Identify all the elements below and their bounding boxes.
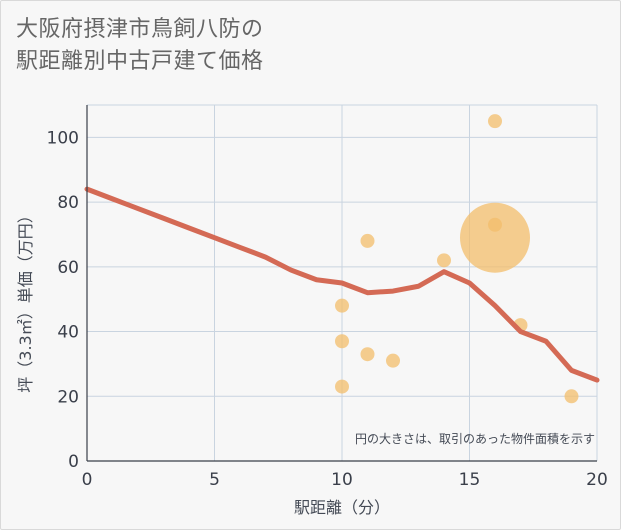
y-tick-label: 0	[68, 452, 79, 472]
y-axis-label: 坪（3.3㎡）単価（万円）	[16, 207, 35, 392]
trend-line	[84, 186, 600, 383]
y-tick-label: 40	[57, 323, 79, 343]
trend-line-group	[84, 186, 600, 383]
y-tick-label: 80	[57, 193, 79, 213]
x-tick-label: 15	[459, 470, 481, 490]
y-tick-label: 60	[57, 258, 79, 278]
bubble-point	[335, 298, 349, 313]
tick-labels: 0 5 10 15 20 0 20 40 60 80 100	[47, 128, 608, 490]
axes	[86, 105, 597, 462]
chart-title: 大阪府摂津市鳥飼八防の 駅距離別中古戸建て価格	[16, 14, 264, 78]
chart-title-line-1: 大阪府摂津市鳥飼八防の	[16, 17, 264, 42]
bubble-point	[360, 233, 375, 248]
x-tick-label: 10	[331, 470, 353, 490]
bubble-point	[460, 202, 530, 273]
x-tick-label: 0	[82, 470, 93, 490]
bubble-size-note: 円の大きさは、取引のあった物件面積を示す	[355, 431, 595, 446]
x-tick-label: 20	[586, 470, 608, 490]
bubble-point	[335, 334, 349, 349]
bubble-series	[335, 114, 579, 404]
bubble-point	[360, 347, 375, 362]
x-tick-label: 5	[209, 470, 220, 490]
x-axis-label: 駅距離（分）	[294, 498, 390, 517]
bubble-point	[437, 253, 451, 268]
chart-title-line-2: 駅距離別中古戸建て価格	[16, 49, 264, 74]
bubble-point	[386, 353, 400, 368]
y-tick-label: 100	[47, 128, 79, 148]
bubble-point	[488, 114, 502, 129]
bubble-point	[335, 379, 349, 394]
y-tick-label: 20	[57, 387, 79, 407]
bubble-point	[564, 389, 579, 404]
